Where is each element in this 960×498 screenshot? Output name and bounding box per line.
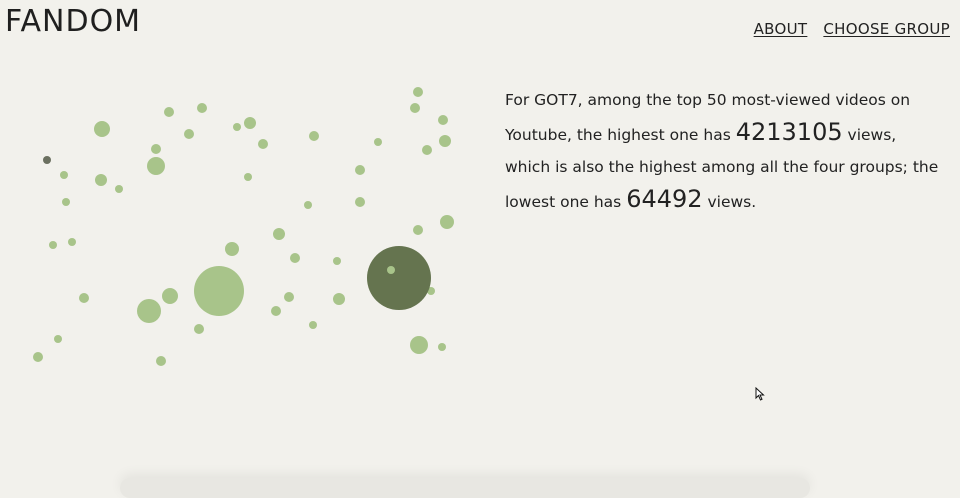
video-bubble[interactable] bbox=[60, 171, 68, 179]
mouse-cursor-icon bbox=[755, 387, 765, 401]
video-bubble[interactable] bbox=[410, 103, 420, 113]
video-bubble[interactable] bbox=[137, 299, 161, 323]
story-text: For GOT7, among the top 50 most-viewed v… bbox=[505, 84, 945, 218]
video-bubble[interactable] bbox=[62, 198, 70, 206]
story-part-1: For GOT7, among the top 50 most-viewed v… bbox=[505, 91, 911, 144]
video-bubble[interactable] bbox=[162, 288, 178, 304]
nav-about-link[interactable]: ABOUT bbox=[753, 20, 808, 38]
video-bubble[interactable] bbox=[147, 157, 165, 175]
video-bubble[interactable] bbox=[355, 165, 365, 175]
video-bubble[interactable] bbox=[273, 228, 285, 240]
video-bubble[interactable] bbox=[156, 356, 166, 366]
video-bubble[interactable] bbox=[413, 87, 423, 97]
video-bubble[interactable] bbox=[309, 321, 317, 329]
fandom-logo[interactable]: FANDOM bbox=[5, 4, 142, 39]
video-bubble[interactable] bbox=[355, 197, 365, 207]
video-bubble[interactable] bbox=[440, 215, 454, 229]
video-bubble[interactable] bbox=[79, 293, 89, 303]
video-bubble[interactable] bbox=[244, 173, 252, 181]
video-bubble[interactable] bbox=[115, 185, 123, 193]
video-bubble[interactable] bbox=[304, 201, 312, 209]
video-bubble[interactable] bbox=[49, 241, 57, 249]
video-bubble[interactable] bbox=[410, 336, 428, 354]
video-bubble[interactable] bbox=[68, 238, 76, 246]
video-bubble[interactable] bbox=[439, 135, 451, 147]
video-bubble[interactable] bbox=[438, 115, 448, 125]
video-bubble[interactable] bbox=[95, 174, 107, 186]
video-bubble[interactable] bbox=[333, 293, 345, 305]
video-bubble[interactable] bbox=[194, 266, 244, 316]
story-part-2: views, which is also the highest among a… bbox=[505, 126, 939, 211]
video-bubble[interactable] bbox=[164, 107, 174, 117]
story-part-3: views. bbox=[702, 193, 757, 211]
lowest-views-value: 64492 bbox=[626, 185, 703, 213]
video-bubble[interactable] bbox=[233, 123, 241, 131]
highest-views-value: 4213105 bbox=[735, 118, 843, 146]
video-bubble[interactable] bbox=[43, 156, 51, 164]
video-bubble[interactable] bbox=[271, 306, 281, 316]
video-bubble[interactable] bbox=[438, 343, 446, 351]
video-bubble[interactable] bbox=[54, 335, 62, 343]
video-bubble[interactable] bbox=[290, 253, 300, 263]
video-bubble[interactable] bbox=[197, 103, 207, 113]
video-bubble[interactable] bbox=[422, 145, 432, 155]
video-bubble[interactable] bbox=[258, 139, 268, 149]
video-bubble[interactable] bbox=[413, 225, 423, 235]
video-bubble[interactable] bbox=[387, 266, 395, 274]
nav-choose-group-link[interactable]: CHOOSE GROUP bbox=[823, 20, 950, 38]
video-bubble[interactable] bbox=[194, 324, 204, 334]
video-bubble[interactable] bbox=[225, 242, 239, 256]
video-bubble[interactable] bbox=[184, 129, 194, 139]
video-bubble[interactable] bbox=[244, 117, 256, 129]
video-bubble[interactable] bbox=[33, 352, 43, 362]
video-bubble[interactable] bbox=[151, 144, 161, 154]
video-bubble[interactable] bbox=[374, 138, 382, 146]
bubble-chart bbox=[33, 87, 454, 366]
video-bubble[interactable] bbox=[309, 131, 319, 141]
video-bubble[interactable] bbox=[94, 121, 110, 137]
video-bubble-highlighted[interactable] bbox=[367, 246, 431, 310]
video-bubble[interactable] bbox=[284, 292, 294, 302]
video-bubble[interactable] bbox=[333, 257, 341, 265]
bottom-panel-edge bbox=[120, 478, 810, 498]
top-nav: ABOUT CHOOSE GROUP bbox=[754, 20, 950, 38]
